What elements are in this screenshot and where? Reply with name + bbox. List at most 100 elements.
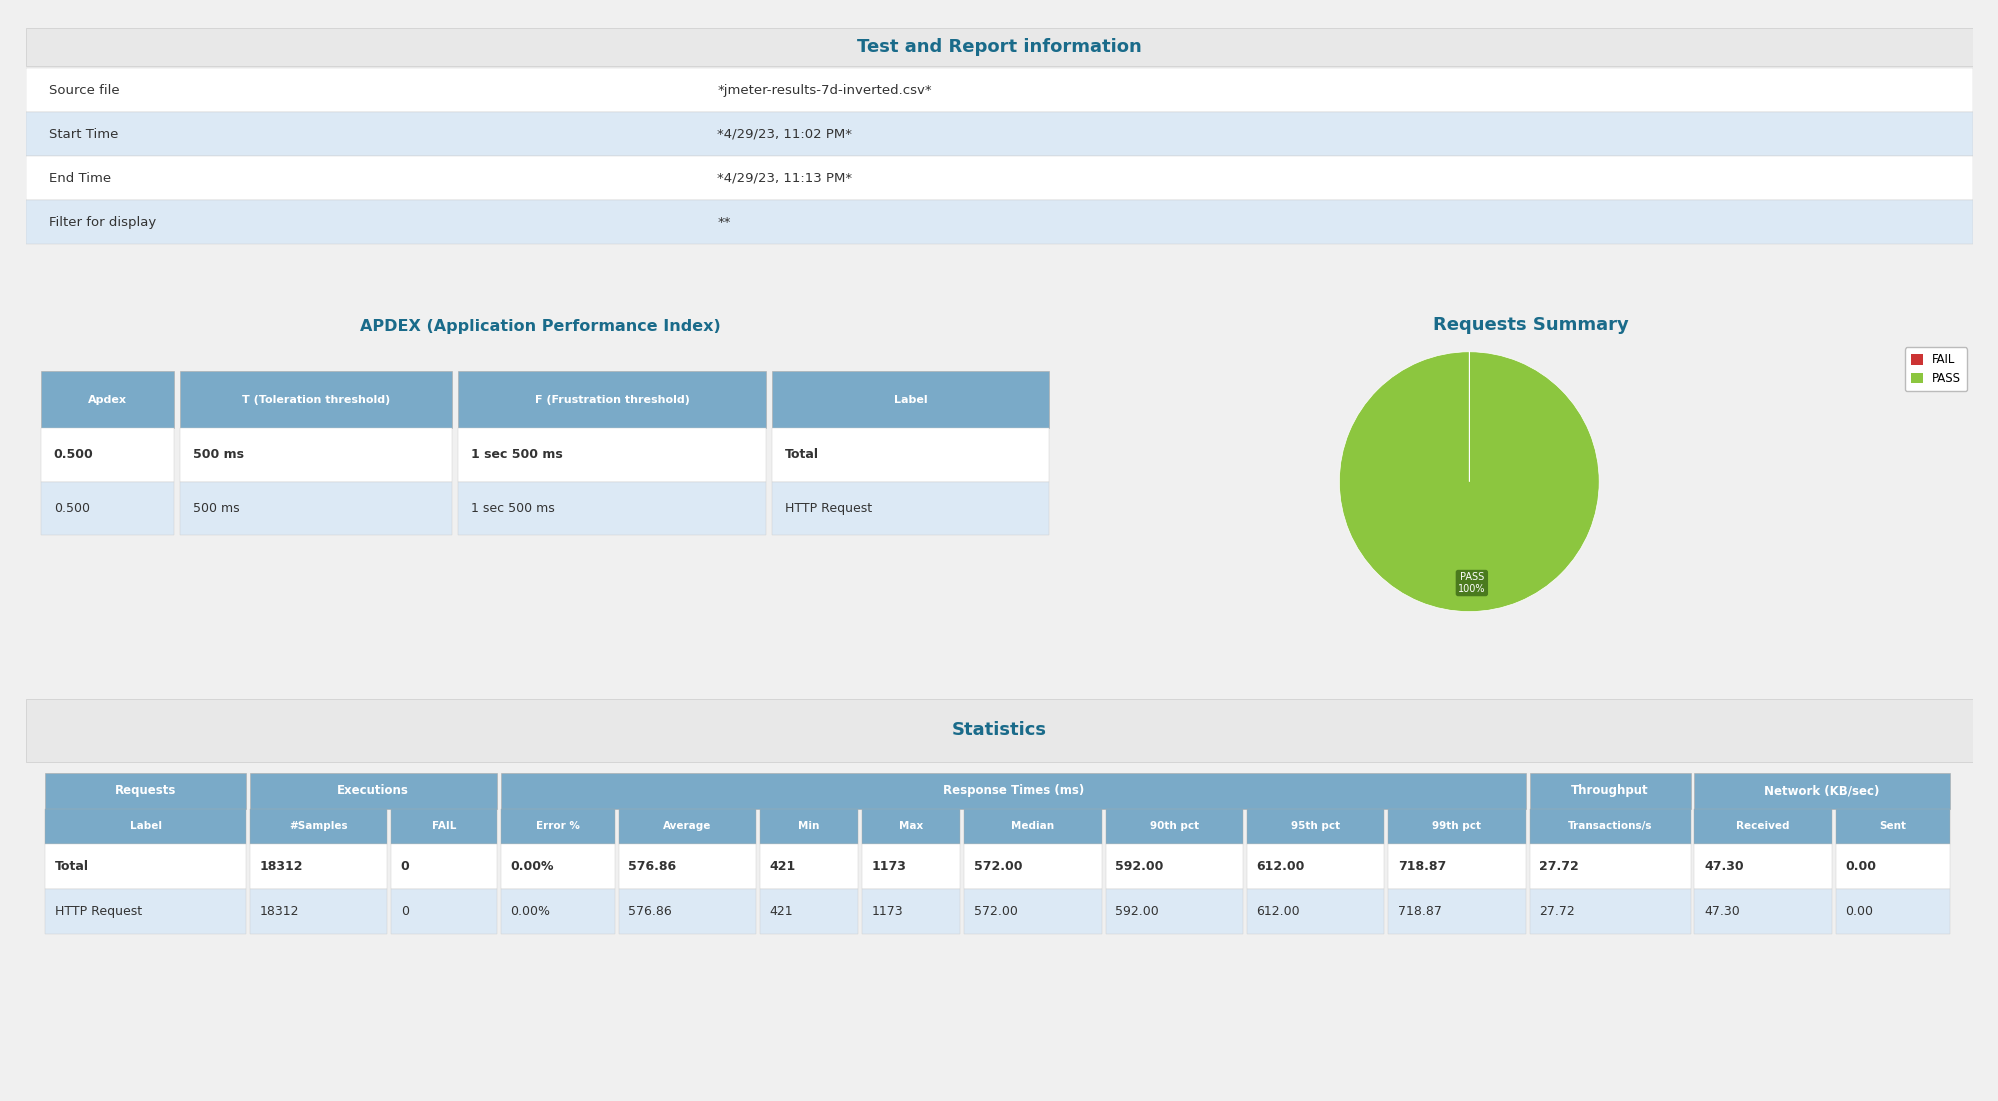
FancyBboxPatch shape — [42, 371, 174, 428]
FancyBboxPatch shape — [458, 482, 765, 535]
Text: 612.00: 612.00 — [1257, 860, 1305, 873]
Text: HTTP Request: HTTP Request — [56, 905, 142, 917]
FancyBboxPatch shape — [861, 843, 959, 889]
Text: 1173: 1173 — [871, 860, 907, 873]
FancyBboxPatch shape — [963, 808, 1101, 843]
Legend: FAIL, PASS: FAIL, PASS — [1904, 348, 1966, 391]
Text: 95th pct: 95th pct — [1291, 821, 1339, 831]
Text: Executions: Executions — [338, 785, 410, 797]
FancyBboxPatch shape — [250, 773, 498, 808]
Text: 612.00: 612.00 — [1257, 905, 1299, 917]
FancyBboxPatch shape — [26, 68, 1972, 112]
FancyBboxPatch shape — [963, 843, 1101, 889]
Text: 592.00: 592.00 — [1115, 860, 1163, 873]
FancyBboxPatch shape — [1694, 808, 1830, 843]
Text: Test and Report information: Test and Report information — [857, 37, 1141, 56]
Text: End Time: End Time — [50, 172, 112, 185]
Text: 27.72: 27.72 — [1538, 860, 1578, 873]
FancyBboxPatch shape — [1105, 808, 1243, 843]
FancyBboxPatch shape — [1834, 808, 1948, 843]
Text: Label: Label — [130, 821, 162, 831]
Text: 0.500: 0.500 — [54, 502, 90, 515]
Text: Received: Received — [1736, 821, 1788, 831]
FancyBboxPatch shape — [1247, 889, 1383, 934]
FancyBboxPatch shape — [501, 889, 615, 934]
FancyBboxPatch shape — [617, 808, 755, 843]
FancyBboxPatch shape — [458, 428, 765, 482]
Text: 1 sec 500 ms: 1 sec 500 ms — [470, 448, 561, 461]
FancyBboxPatch shape — [180, 371, 452, 428]
Text: 500 ms: 500 ms — [192, 502, 240, 515]
Text: 27.72: 27.72 — [1538, 905, 1574, 917]
Text: Transactions/s: Transactions/s — [1566, 821, 1652, 831]
Text: Sent: Sent — [1878, 821, 1906, 831]
Text: 0: 0 — [400, 860, 410, 873]
FancyBboxPatch shape — [771, 482, 1049, 535]
Text: **: ** — [717, 216, 731, 229]
Text: 592.00: 592.00 — [1115, 905, 1159, 917]
Text: 18312: 18312 — [260, 860, 304, 873]
Text: 718.87: 718.87 — [1397, 860, 1445, 873]
Text: *4/29/23, 11:13 PM*: *4/29/23, 11:13 PM* — [717, 172, 851, 185]
FancyBboxPatch shape — [1694, 889, 1830, 934]
Text: Response Times (ms): Response Times (ms) — [943, 785, 1083, 797]
FancyBboxPatch shape — [392, 808, 498, 843]
Text: PASS
100%: PASS 100% — [1457, 573, 1485, 593]
FancyBboxPatch shape — [250, 889, 388, 934]
FancyBboxPatch shape — [1834, 843, 1948, 889]
Text: 576.86: 576.86 — [627, 860, 675, 873]
FancyBboxPatch shape — [42, 428, 174, 482]
FancyBboxPatch shape — [1528, 773, 1690, 808]
Text: 90th pct: 90th pct — [1149, 821, 1199, 831]
FancyBboxPatch shape — [26, 156, 1972, 200]
Text: Requests Summary: Requests Summary — [1433, 316, 1628, 334]
Text: *jmeter-results-7d-inverted.csv*: *jmeter-results-7d-inverted.csv* — [717, 84, 931, 97]
Text: APDEX (Application Performance Index): APDEX (Application Performance Index) — [360, 319, 721, 335]
FancyBboxPatch shape — [180, 428, 452, 482]
Text: 1 sec 500 ms: 1 sec 500 ms — [470, 502, 553, 515]
Text: FAIL: FAIL — [432, 821, 456, 831]
FancyBboxPatch shape — [42, 482, 174, 535]
Text: *4/29/23, 11:02 PM*: *4/29/23, 11:02 PM* — [717, 128, 851, 141]
Text: Statistics: Statistics — [951, 721, 1047, 740]
Text: Filter for display: Filter for display — [50, 216, 156, 229]
Text: Requests: Requests — [114, 785, 176, 797]
Text: Average: Average — [663, 821, 711, 831]
FancyBboxPatch shape — [771, 371, 1049, 428]
Text: 572.00: 572.00 — [973, 905, 1017, 917]
Text: 0: 0 — [400, 905, 408, 917]
Text: 0.500: 0.500 — [54, 448, 94, 461]
Text: 500 ms: 500 ms — [192, 448, 244, 461]
Text: Median: Median — [1011, 821, 1053, 831]
Text: Network (KB/sec): Network (KB/sec) — [1764, 785, 1878, 797]
Text: 0.00%: 0.00% — [509, 905, 549, 917]
Text: 572.00: 572.00 — [973, 860, 1021, 873]
FancyBboxPatch shape — [617, 889, 755, 934]
Text: 576.86: 576.86 — [627, 905, 671, 917]
FancyBboxPatch shape — [1247, 843, 1383, 889]
FancyBboxPatch shape — [250, 843, 388, 889]
FancyBboxPatch shape — [1528, 808, 1690, 843]
Text: Throughput: Throughput — [1570, 785, 1648, 797]
FancyBboxPatch shape — [46, 889, 246, 934]
Text: #Samples: #Samples — [290, 821, 348, 831]
FancyBboxPatch shape — [26, 200, 1972, 244]
FancyBboxPatch shape — [1105, 889, 1243, 934]
FancyBboxPatch shape — [759, 889, 857, 934]
FancyBboxPatch shape — [861, 889, 959, 934]
Text: Start Time: Start Time — [50, 128, 118, 141]
FancyBboxPatch shape — [501, 843, 615, 889]
FancyBboxPatch shape — [501, 773, 1524, 808]
Text: Source file: Source file — [50, 84, 120, 97]
Text: 47.30: 47.30 — [1704, 860, 1742, 873]
FancyBboxPatch shape — [26, 112, 1972, 156]
Text: 718.87: 718.87 — [1397, 905, 1441, 917]
Text: 0.00: 0.00 — [1844, 860, 1876, 873]
FancyBboxPatch shape — [46, 808, 246, 843]
Text: Min: Min — [797, 821, 819, 831]
FancyBboxPatch shape — [759, 808, 857, 843]
FancyBboxPatch shape — [759, 843, 857, 889]
Text: Max: Max — [899, 821, 923, 831]
FancyBboxPatch shape — [46, 843, 246, 889]
Text: T (Toleration threshold): T (Toleration threshold) — [242, 394, 390, 405]
